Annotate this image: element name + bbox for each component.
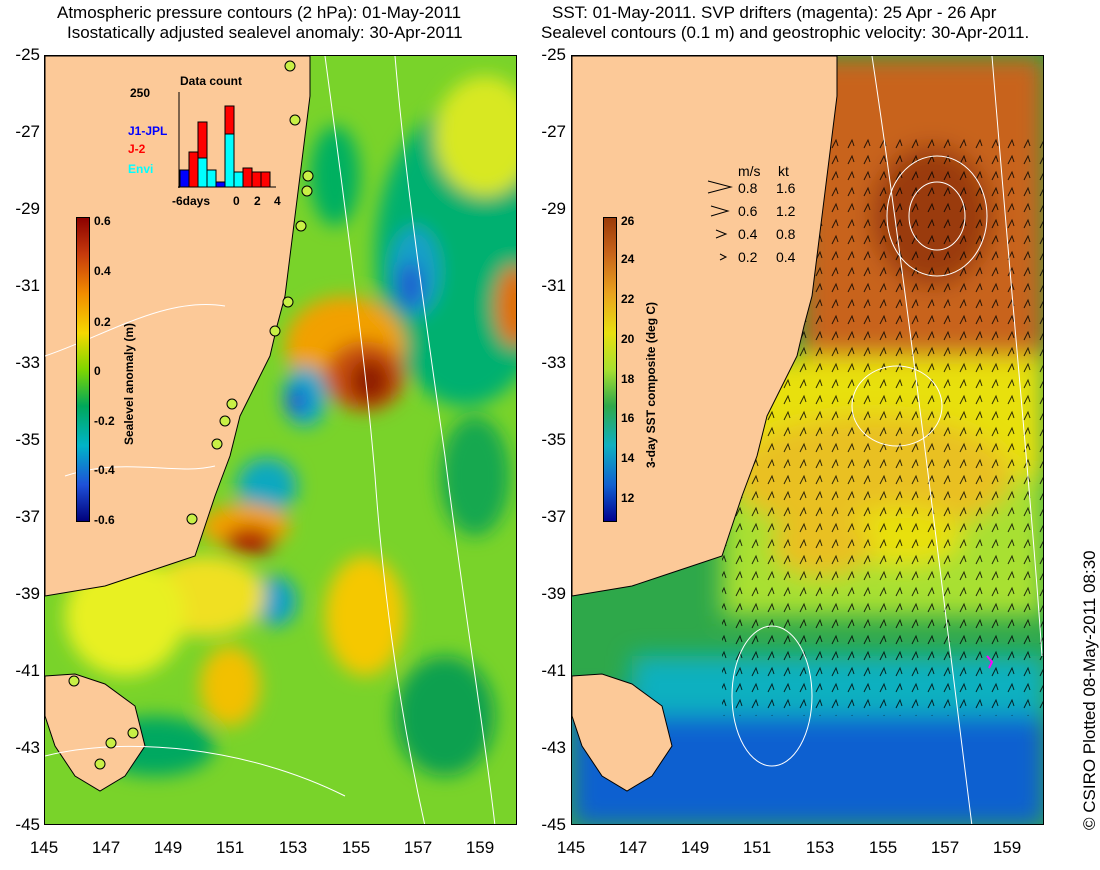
right-xtick-5: 155 [868, 838, 898, 857]
velocity-arrow-icons [707, 180, 733, 261]
left-ytick-10: -45 [15, 815, 40, 834]
right-ytick-6: -37 [541, 507, 566, 526]
sealevel-colorbar [76, 217, 90, 522]
sst-tick-6: 14 [621, 451, 635, 465]
sst-colorbar [603, 217, 617, 522]
right-ytick-8: -41 [541, 661, 566, 680]
sealevel-tick-4: -0.2 [94, 414, 115, 428]
left-xtick-5: 155 [341, 838, 371, 857]
sst-tick-5: 16 [621, 411, 635, 425]
left-xtick-0: 145 [29, 838, 59, 857]
left-ytick-5: -35 [15, 430, 40, 449]
inset-xtick-1: 0 [233, 194, 240, 208]
left-ytick-9: -43 [15, 738, 40, 757]
right-ytick-1: -27 [541, 122, 566, 141]
left-title-line1: Atmospheric pressure contours (2 hPa): 0… [57, 3, 462, 22]
left-ytick-4: -33 [15, 353, 40, 372]
right-title-line1: SST: 01-May-2011. SVP drifters (magenta)… [552, 3, 997, 22]
inset-series-envi: Envi [128, 162, 154, 176]
left-ytick-0: -25 [15, 45, 40, 64]
inset-xtick-0: -6days [172, 194, 211, 208]
right-xtick-7: 159 [992, 838, 1022, 857]
right-ytick-4: -33 [541, 353, 566, 372]
left-xtick-6: 157 [403, 838, 433, 857]
sealevel-tick-0: 0.6 [94, 214, 111, 228]
left-ytick-8: -41 [15, 661, 40, 680]
sst-tick-2: 22 [621, 292, 635, 306]
left-xtick-1: 147 [91, 838, 121, 857]
right-xtick-3: 151 [742, 838, 772, 857]
inset-ymax: 250 [130, 86, 151, 100]
velocity-kt-2: 0.8 [776, 226, 796, 242]
left-xtick-3: 151 [215, 838, 245, 857]
sealevel-tick-2: 0.2 [94, 315, 111, 329]
right-ytick-7: -39 [541, 584, 566, 603]
sealevel-anomaly-map [44, 55, 517, 825]
velocity-kt-1: 1.2 [776, 203, 796, 219]
inset-xtick-3: 4 [274, 194, 281, 208]
velocity-header-kt: kt [778, 163, 789, 179]
inset-series-j1: J1-JPL [128, 124, 168, 138]
velocity-ms-0: 0.8 [738, 180, 758, 196]
velocity-ms-1: 0.6 [738, 203, 758, 219]
velocity-kt-3: 0.4 [776, 249, 796, 265]
right-ytick-9: -43 [541, 738, 566, 757]
sst-map [571, 55, 1044, 825]
left-xtick-7: 159 [465, 838, 495, 857]
sst-tick-1: 24 [621, 252, 635, 266]
velocity-ms-3: 0.2 [738, 249, 758, 265]
right-ytick-2: -29 [541, 199, 566, 218]
inset-title: Data count [180, 74, 243, 88]
plot-credit: © CSIRO Plotted 08-May-2011 08:30 [1080, 550, 1099, 830]
right-xtick-4: 153 [805, 838, 835, 857]
left-ytick-2: -29 [15, 199, 40, 218]
sst-colorbar-title: 3-day SST composite (deg C) [644, 301, 658, 468]
velocity-kt-0: 1.6 [776, 180, 796, 196]
velocity-header-ms: m/s [738, 163, 761, 179]
right-ytick-5: -35 [541, 430, 566, 449]
sst-tick-0: 26 [621, 214, 635, 228]
right-xtick-6: 157 [930, 838, 960, 857]
sealevel-tick-5: -0.4 [94, 463, 115, 477]
sst-tick-4: 18 [621, 372, 635, 386]
data-count-inset: Data count 250 J1-JPL J-2 Envi -6days 0 … [120, 72, 282, 212]
left-ytick-3: -31 [15, 276, 40, 295]
sealevel-colorbar-title: Sealevel anomaly (m) [122, 322, 136, 445]
inset-series-j2: J-2 [128, 142, 146, 156]
sealevel-tick-3: 0 [94, 364, 101, 378]
left-ytick-7: -39 [15, 584, 40, 603]
right-ytick-0: -25 [541, 45, 566, 64]
velocity-ms-2: 0.4 [738, 226, 758, 242]
left-ytick-6: -37 [15, 507, 40, 526]
sealevel-tick-6: -0.6 [94, 513, 115, 527]
left-xtick-4: 153 [278, 838, 308, 857]
right-xtick-1: 147 [618, 838, 648, 857]
left-title-line2: Isostatically adjusted sealevel anomaly:… [67, 23, 463, 42]
sst-tick-7: 12 [621, 491, 635, 505]
right-xtick-0: 145 [556, 838, 586, 857]
inset-histogram [178, 92, 276, 188]
right-xtick-2: 149 [680, 838, 710, 857]
sst-tick-3: 20 [621, 332, 635, 346]
right-title-line2: Sealevel contours (0.1 m) and geostrophi… [541, 23, 1030, 42]
right-ytick-10: -45 [541, 815, 566, 834]
left-ytick-1: -27 [15, 122, 40, 141]
inset-xtick-2: 2 [254, 194, 261, 208]
sealevel-tick-1: 0.4 [94, 264, 111, 278]
right-ytick-3: -31 [541, 276, 566, 295]
left-xtick-2: 149 [153, 838, 183, 857]
